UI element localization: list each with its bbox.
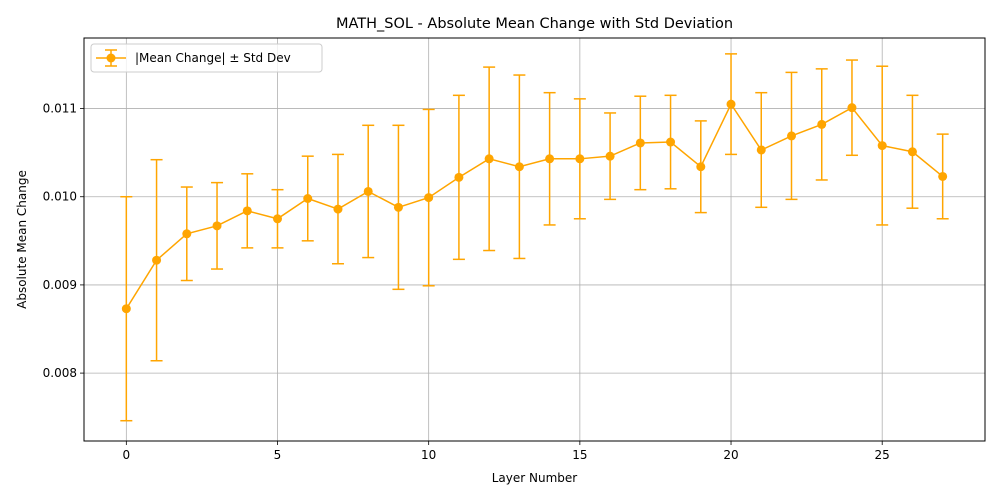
data-point (333, 204, 343, 214)
data-point (182, 229, 192, 239)
data-point (363, 186, 373, 196)
y-tick-label: 0.010 (43, 190, 77, 204)
legend-point (106, 53, 116, 63)
data-point (756, 145, 766, 155)
data-point (726, 99, 736, 109)
y-tick-label: 0.011 (43, 102, 77, 116)
data-point (786, 131, 796, 141)
x-tick-label: 20 (723, 448, 738, 462)
data-point (484, 154, 494, 164)
axis-ticks: 0 5 10 15 20 25 0.008 0.009 0.010 0.011 (43, 102, 890, 462)
data-point (242, 206, 252, 216)
x-tick-label: 15 (572, 448, 587, 462)
y-axis-label: Absolute Mean Change (15, 170, 29, 309)
data-point (393, 202, 403, 212)
data-point (121, 304, 131, 314)
legend-marker (96, 49, 126, 67)
x-tick-label: 10 (421, 448, 436, 462)
legend-box (90, 43, 323, 73)
data-point (907, 147, 917, 157)
data-point (635, 138, 645, 148)
legend: |Mean Change| ± Std Dev (90, 43, 323, 73)
x-axis-label: Layer Number (492, 471, 578, 485)
data-point (514, 162, 524, 172)
data-point (545, 154, 555, 164)
data-point (454, 172, 464, 182)
data-point (212, 221, 222, 231)
x-tick-label: 25 (875, 448, 890, 462)
data-point (605, 151, 615, 161)
data-point (273, 214, 283, 224)
data-point (303, 193, 313, 203)
chart-title: MATH_SOL - Absolute Mean Change with Std… (336, 16, 733, 32)
y-tick-label: 0.009 (43, 278, 77, 292)
plot-data (120, 53, 949, 422)
legend-label: |Mean Change| ± Std Dev (135, 51, 291, 65)
data-point (817, 119, 827, 129)
data-point (696, 162, 706, 172)
data-point (877, 141, 887, 151)
series-line (125, 102, 944, 310)
x-tick-label: 5 (274, 448, 282, 462)
data-point (847, 103, 857, 113)
data-point (424, 193, 434, 203)
plot-frame (83, 37, 986, 442)
x-tick-label: 0 (123, 448, 131, 462)
data-point (666, 137, 676, 147)
data-point (938, 171, 948, 181)
y-tick-label: 0.008 (43, 366, 77, 380)
data-point (575, 154, 585, 164)
data-point (152, 255, 162, 265)
